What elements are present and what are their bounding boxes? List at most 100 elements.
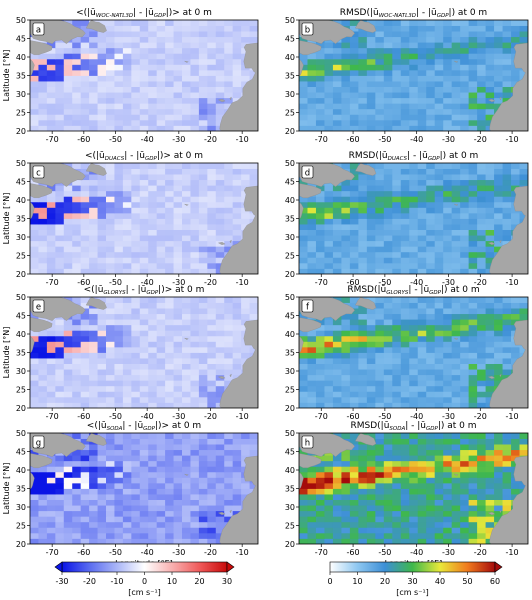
heatmap-cell [341,346,351,353]
heatmap-cell [249,31,258,38]
heatmap-cell [165,341,174,348]
heatmap-cell [55,246,65,253]
heatmap-cell [299,374,308,381]
heatmap-cell [332,75,342,82]
heatmap-cell [341,385,351,392]
heatmap-cell [55,268,65,274]
heatmap-cell [89,380,98,387]
heatmap-cell [232,297,242,303]
heatmap-cell [148,168,158,175]
heatmap-cell [122,185,132,192]
heatmap-cell [349,505,359,512]
heatmap-cell [46,402,56,408]
heatmap-cell [358,103,368,110]
heatmap-cell [332,358,342,364]
heatmap-cell [80,36,90,43]
x-tick-label: -50 [378,548,391,557]
heatmap-cell [434,212,444,219]
heatmap-cell [324,201,334,208]
heatmap-cell [341,516,351,523]
heatmap-cell [97,92,107,99]
heatmap-cell [477,268,486,274]
heatmap-cell [97,246,107,253]
heatmap-cell [182,352,191,359]
heatmap-cell [366,505,376,512]
heatmap-cell [417,363,427,370]
y-tick-label: 50 [285,293,295,302]
heatmap-cell [72,163,82,169]
heatmap-cell [375,125,385,131]
heatmap-cell [55,108,65,115]
heatmap-cell [55,482,65,489]
heatmap-cell [485,20,495,26]
title-subscript: GDP [146,290,158,296]
heatmap-cell [366,268,376,274]
heatmap-cell [97,207,107,214]
heatmap-cell [114,201,124,208]
heatmap-cell [165,125,174,131]
heatmap-cell [72,58,82,65]
heatmap-cell [426,455,436,462]
heatmap-cell [485,224,495,230]
heatmap-cell [30,224,39,230]
heatmap-cell [315,396,325,403]
heatmap-cell [434,235,444,242]
heatmap-cell [215,179,225,186]
x-tick-label: -30 [172,278,185,287]
heatmap-cell [198,125,208,131]
heatmap-cell [332,119,342,126]
x-tick-label: -70 [315,548,328,557]
heatmap-cell [468,20,478,26]
heatmap-cell [114,538,124,544]
heatmap-cell [156,47,166,54]
heatmap-cell [451,262,461,269]
heatmap-cell [55,499,65,506]
heatmap-cell [392,108,402,115]
heatmap-cell [198,460,208,467]
heatmap-cell [443,488,453,495]
heatmap-cell [460,224,470,230]
heatmap-cell [468,268,478,274]
heatmap-cell [63,335,73,342]
heatmap-cell [324,92,334,99]
heatmap-cell [97,308,107,315]
heatmap-cell [165,499,174,506]
heatmap-cell [30,229,39,236]
heatmap-cell [366,31,376,38]
land-polygon [487,242,496,245]
heatmap-cell [400,240,410,247]
heatmap-cell [190,114,200,121]
heatmap-cell [460,36,470,43]
heatmap-cell [80,218,90,225]
heatmap-cell [417,391,427,398]
heatmap-cell [114,380,124,387]
heatmap-cell [477,108,486,115]
heatmap-cell [106,433,115,439]
heatmap-cell [366,163,376,169]
heatmap-cell [156,240,166,247]
heatmap-cell [30,330,39,337]
heatmap-cell [324,207,334,214]
heatmap-cell [451,42,461,49]
heatmap-cell [443,385,453,392]
heatmap-cell [173,444,183,451]
colorbar-tick-label: -30 [55,577,68,586]
heatmap-cell [249,444,258,451]
title-text: | - |ū [407,151,428,161]
heatmap-cell [165,47,174,54]
heatmap-cell [468,25,478,32]
heatmap-cell [409,532,419,539]
heatmap-cell [324,455,334,462]
heatmap-cell [349,103,359,110]
heatmap-cell [400,538,410,544]
heatmap-cell [383,224,393,230]
heatmap-cell [460,538,470,544]
heatmap-cell [72,471,82,478]
heatmap-cell [148,494,158,500]
heatmap-cell [207,380,217,387]
heatmap-cell [38,471,48,478]
heatmap-cell [460,114,470,121]
heatmap-cell [392,179,402,186]
heatmap-cell [511,163,520,169]
heatmap-cell [89,532,98,539]
